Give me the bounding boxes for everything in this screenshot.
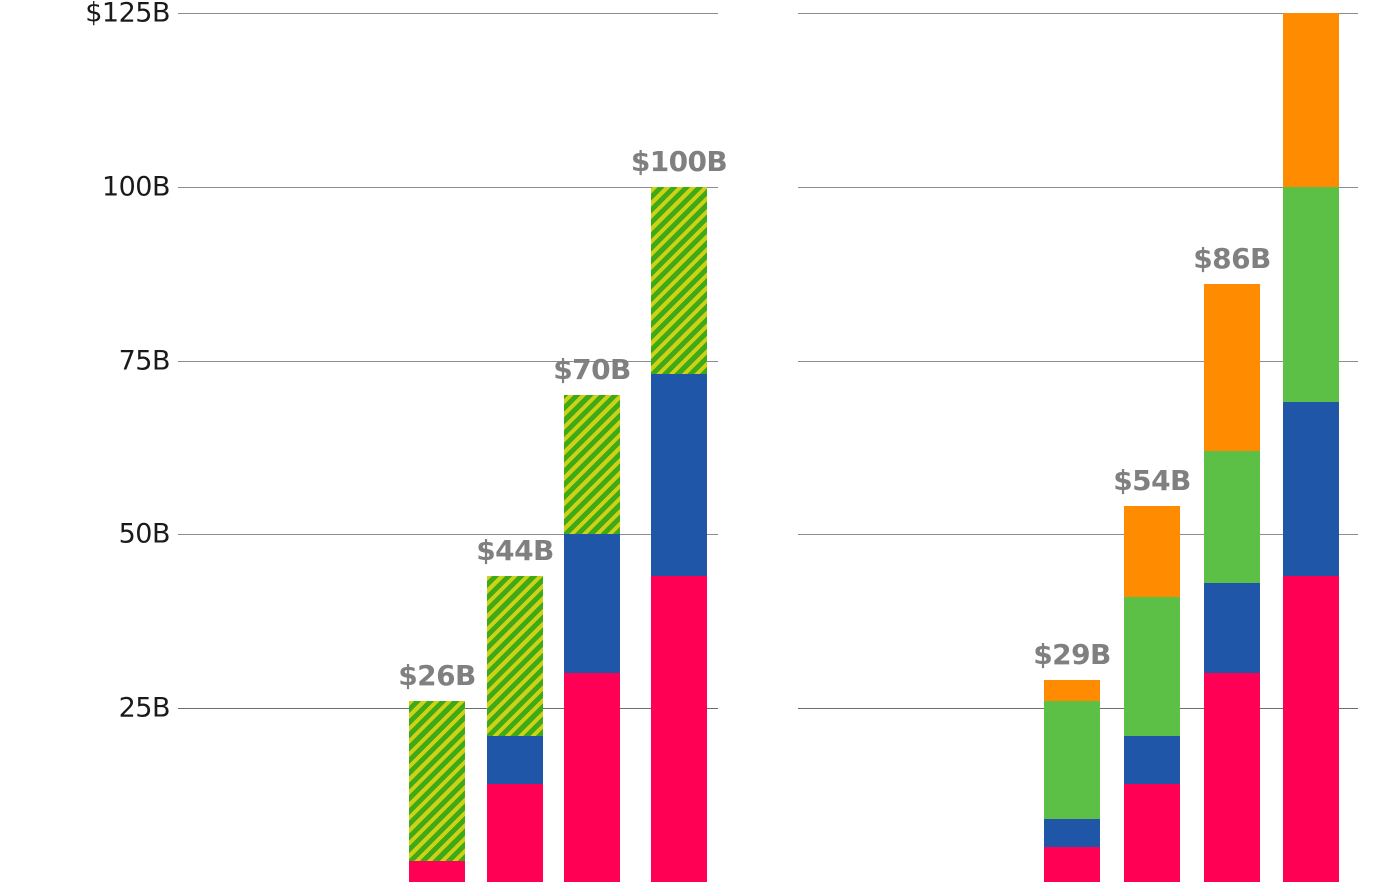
- bar-segment-green-hatched: [487, 575, 543, 736]
- bar-value-label: $44B: [476, 533, 554, 567]
- bar-value-label: $70B: [553, 353, 631, 387]
- bar[interactable]: [564, 395, 620, 882]
- bar-value-label: $86B: [1193, 242, 1271, 276]
- bar-value-label: $26B: [398, 659, 476, 693]
- bar-segment-green-hatched: [651, 186, 707, 375]
- bar-segment-green-hatched: [409, 701, 465, 861]
- bar-segment-blue: [487, 735, 543, 785]
- y-axis: $125B 100B 75B 50B 25B: [0, 0, 171, 724]
- gridline: [178, 534, 718, 536]
- bar-segment-green-solid: [1124, 596, 1180, 736]
- bar-segment-blue: [1204, 582, 1260, 674]
- bar-segment-crimson: [1283, 575, 1339, 882]
- bar-segment-crimson: [1044, 846, 1100, 882]
- bar-segment-blue: [564, 534, 620, 674]
- bar-segment-orange: [1283, 13, 1339, 187]
- bar-segment-green-solid: [1283, 186, 1339, 403]
- y-axis-tick-label: 75B: [118, 345, 171, 376]
- plot-area-left: $26B $44B $70B $100B: [178, 0, 728, 882]
- bar-segment-blue: [1124, 735, 1180, 785]
- chart-panel-right: $29B $54B $86B: [798, 0, 1358, 882]
- bar-segment-orange: [1204, 284, 1260, 451]
- bar-value-label: $54B: [1113, 464, 1191, 498]
- bar-segment-blue: [651, 374, 707, 576]
- bar[interactable]: [1044, 680, 1100, 882]
- bar-segment-green-solid: [1204, 450, 1260, 583]
- plot-area-right: $29B $54B $86B: [798, 0, 1358, 882]
- gridline: [178, 186, 718, 188]
- bar[interactable]: [1204, 284, 1260, 882]
- bar-segment-blue: [1044, 819, 1100, 847]
- y-axis-tick-label: 100B: [101, 171, 171, 203]
- bar[interactable]: [1124, 506, 1180, 882]
- bar-value-label: $100B: [630, 144, 728, 178]
- gridline: [798, 186, 1358, 188]
- bar[interactable]: [651, 186, 707, 882]
- bar-segment-crimson: [409, 860, 465, 882]
- bar-segment-crimson: [1204, 673, 1260, 882]
- bar-segment-green-solid: [1044, 701, 1100, 820]
- y-axis-tick-label: 25B: [118, 692, 171, 724]
- bar-segment-orange: [1124, 506, 1180, 597]
- bar-segment-blue: [1283, 402, 1339, 576]
- chart-figure: $125B 100B 75B 50B 25B $26B $44B $70B $100B $29…: [0, 0, 1358, 882]
- gridline: [178, 13, 718, 14]
- bar-segment-crimson: [487, 784, 543, 882]
- gridline: [178, 360, 718, 362]
- bar[interactable]: [409, 701, 465, 882]
- bar[interactable]: [487, 575, 543, 882]
- bar-value-label: $29B: [1033, 638, 1111, 672]
- chart-panel-left: $26B $44B $70B $100B: [178, 0, 728, 882]
- bar-segment-orange: [1044, 680, 1100, 702]
- gridline: [798, 360, 1358, 362]
- y-axis-tick-label: $125B: [85, 0, 170, 29]
- bar-segment-crimson: [1124, 784, 1180, 882]
- bar-segment-crimson: [651, 575, 707, 882]
- y-axis-tick-label: 50B: [118, 518, 171, 550]
- gridline: [798, 534, 1358, 536]
- bar[interactable]: [1283, 13, 1339, 882]
- bar-segment-green-hatched: [564, 395, 620, 535]
- gridline: [798, 13, 1358, 14]
- bar-segment-crimson: [564, 673, 620, 882]
